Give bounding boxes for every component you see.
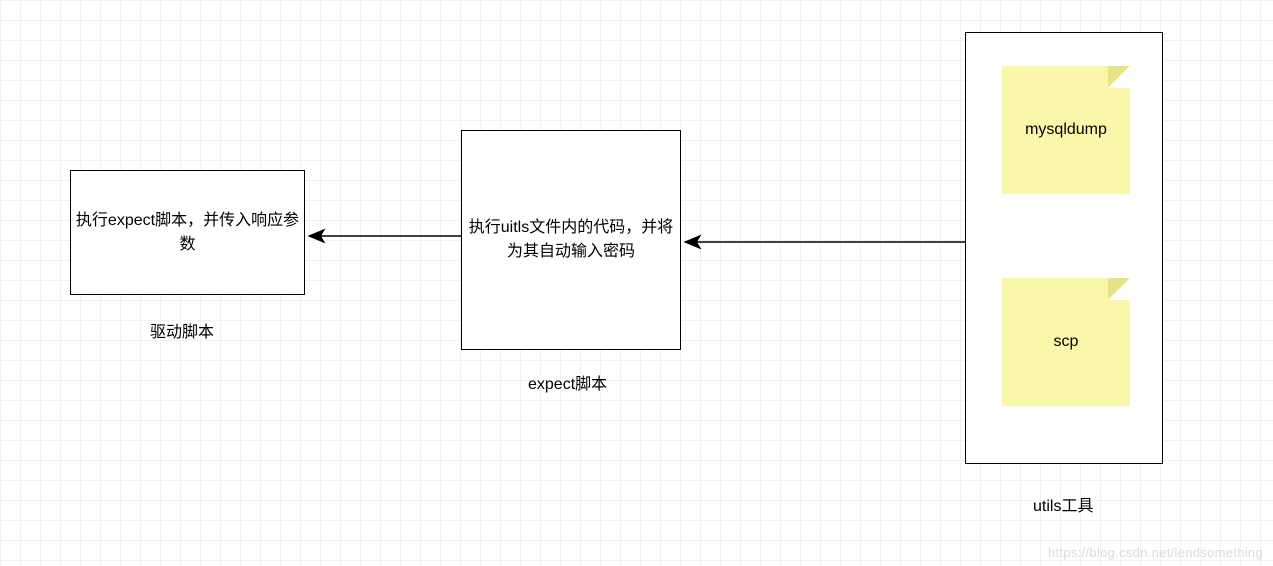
note-scp-text: scp xyxy=(1054,333,1079,351)
node-driver-label: 驱动脚本 xyxy=(150,318,214,342)
node-expect-text: 执行uitls文件内的代码，并将为其自动输入密码 xyxy=(466,216,676,264)
node-driver: 执行expect脚本，并传入响应参数 xyxy=(70,170,305,295)
diagram-canvas: 执行expect脚本，并传入响应参数 驱动脚本 执行uitls文件内的代码，并将… xyxy=(0,0,1273,566)
watermark: https://blog.csdn.net/lendsomething xyxy=(1048,545,1263,560)
node-driver-text: 执行expect脚本，并传入响应参数 xyxy=(75,209,300,257)
note-mysqldump: mysqldump xyxy=(1002,66,1130,194)
node-expect: 执行uitls文件内的代码，并将为其自动输入密码 xyxy=(461,130,681,350)
node-expect-label: expect脚本 xyxy=(528,370,607,394)
note-mysqldump-text: mysqldump xyxy=(1025,121,1107,139)
node-utils-label: utils工具 xyxy=(1033,492,1093,516)
note-scp: scp xyxy=(1002,278,1130,406)
